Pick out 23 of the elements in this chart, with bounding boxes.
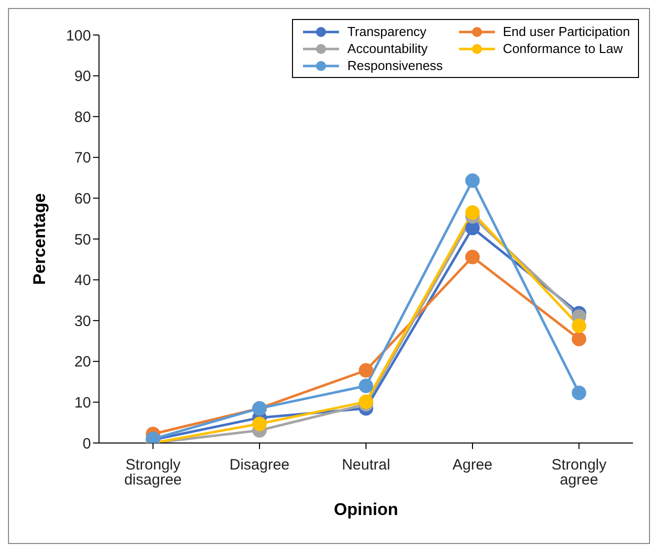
x-tick-label: Strongly agree <box>551 456 608 489</box>
legend-label: Responsiveness <box>347 58 443 73</box>
y-tick-label: 80 <box>74 108 91 126</box>
x-tick-label: Strongly disagree <box>124 456 182 489</box>
x-tick-label: Neutral <box>342 456 390 474</box>
y-tick-label: 40 <box>74 272 91 290</box>
y-axis-title: Percentage <box>30 193 50 285</box>
y-tick-label: 70 <box>74 150 91 167</box>
y-tick-label: 0 <box>82 435 91 452</box>
y-tick-label: 10 <box>74 394 91 412</box>
y-tick-label: 90 <box>74 68 91 86</box>
y-tick-label: 50 <box>74 231 91 248</box>
y-tick-label: 60 <box>74 190 91 208</box>
legend-label: End user Participation <box>502 24 630 39</box>
y-tick-label: 20 <box>74 354 91 371</box>
x-tick-label: Agree <box>452 456 493 474</box>
x-tick-label: Disagree <box>229 456 290 474</box>
x-axis-title: Opinion <box>334 500 398 519</box>
y-tick-label: 30 <box>74 312 91 330</box>
legend-label: Transparency <box>347 24 426 39</box>
y-tick-label: 100 <box>66 27 91 44</box>
legend-label: Conformance to Law <box>502 41 623 56</box>
legend-label: Accountability <box>347 41 428 56</box>
